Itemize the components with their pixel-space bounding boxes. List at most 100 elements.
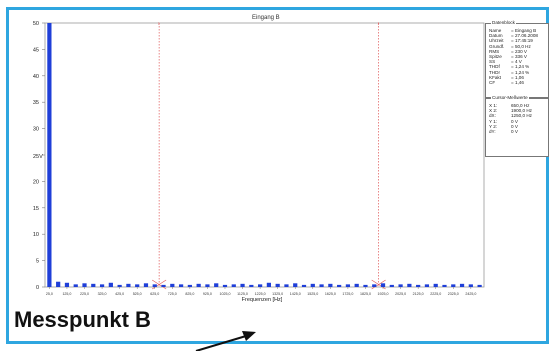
bar: [222, 284, 228, 287]
info-key: RMS: [489, 48, 500, 54]
y-tick-label: 35: [33, 100, 39, 106]
bar: [310, 283, 315, 287]
info-row: Uhrzeit = 17:45:19: [489, 38, 546, 43]
caption-text: Messpunkt B: [14, 307, 151, 332]
info-key: Y 1:: [489, 118, 498, 124]
x-tick-label: 925,0: [203, 292, 212, 296]
info-value: 0 V: [511, 129, 518, 135]
info-value: = 17:45:19: [511, 38, 533, 44]
x-tick-label: 1325,0: [272, 292, 283, 296]
bar: [170, 283, 175, 287]
info-key: dY:: [489, 129, 496, 135]
bar: [459, 283, 465, 287]
info-row: KFakt = 1,06: [489, 75, 546, 80]
info-row: Y 1: 0 V: [489, 119, 546, 124]
y-tick-label: 15: [33, 206, 39, 212]
info-value: = 1,46: [511, 80, 524, 86]
bar: [363, 284, 368, 287]
info-value: 0 V: [511, 123, 518, 129]
bar: [231, 284, 236, 287]
info-key: Spitze: [489, 54, 502, 60]
y-tick-label: 30: [33, 127, 39, 133]
info-row: SS = 4 V: [489, 59, 546, 64]
bar: [451, 284, 456, 287]
info-row: RMS = 230 V: [489, 49, 546, 54]
bar: [380, 283, 386, 287]
info-key: Datum: [489, 33, 503, 39]
cursor-measurements-header: Cursor-Meßwerte: [491, 95, 529, 101]
x-tick-label: 25,0: [46, 292, 53, 296]
bar: [152, 284, 157, 287]
info-value: 1900,0 Hz: [511, 108, 532, 114]
info-row: Name = Eingang B: [489, 28, 546, 33]
x-tick-label: 425,0: [115, 292, 124, 296]
info-value: = 27.06.2008: [511, 33, 538, 39]
info-row: Datum = 27.06.2008: [489, 33, 546, 38]
x-tick-label: 725,0: [168, 292, 177, 296]
bar: [161, 284, 166, 287]
cursor-measurements-panel: Cursor-Meßwerte X 1: 650,0 Hz X 2: 1900,0 H…: [485, 95, 549, 157]
bar: [275, 283, 280, 287]
cursor-marker-top: ↕: [377, 21, 380, 27]
bar: [47, 23, 52, 287]
bar: [442, 284, 447, 287]
info-value: = 4 V: [511, 59, 522, 65]
bar: [389, 284, 394, 287]
bar: [91, 283, 96, 287]
info-row: Spitze = 336 V: [489, 54, 546, 59]
chart-axes: [44, 22, 485, 288]
x-tick-label: 1925,0: [378, 292, 389, 296]
chart-title: Eingang B: [252, 15, 280, 21]
x-tick-label: 1525,0: [307, 292, 318, 296]
x-tick-label: 1425,0: [290, 292, 301, 296]
x-tick-label: 125,0: [62, 292, 71, 296]
info-row: dX: 1250,0 Hz: [489, 113, 546, 118]
cursor-marker-top: ↕: [158, 21, 161, 27]
datenblock-panel: Datenblock Name = Eingang B Datum = 27.06.2…: [485, 20, 549, 98]
bar: [319, 284, 324, 287]
plot-area: [44, 22, 485, 288]
info-key: SS: [489, 59, 496, 65]
bar: [293, 283, 298, 287]
y-axis-ticks: 0 5 10 15 20 30 35 40 45 50: [33, 21, 45, 291]
bar: [468, 284, 473, 287]
x-tick-label: 1825,0: [360, 292, 371, 296]
info-row: THDf = 1,24 %: [489, 64, 546, 69]
info-row: dY: 0 V: [489, 129, 546, 134]
info-key: Y 2:: [489, 123, 498, 129]
bar: [407, 283, 412, 287]
bar: [398, 284, 403, 287]
info-value: = 230 V: [511, 48, 527, 54]
y-unit-label: 25V: [33, 154, 43, 160]
y-tick-label: 50: [33, 21, 39, 27]
x-tick-label: 825,0: [185, 292, 194, 296]
datenblock-header: Datenblock: [491, 20, 516, 26]
info-key: KFakt: [489, 74, 501, 80]
bar: [301, 284, 307, 287]
bar: [328, 283, 333, 287]
x-tick-label: 525,0: [133, 292, 142, 296]
bar: [345, 284, 351, 287]
bar: [205, 284, 210, 287]
x-tick-label: 2225,0: [430, 292, 441, 296]
x-axis-label: Frequenzen [Hz]: [242, 297, 283, 303]
bar: [424, 284, 430, 287]
bar: [117, 284, 122, 287]
info-value: = 1,24 %: [511, 64, 530, 70]
x-tick-label: 2125,0: [413, 292, 424, 296]
bar: [126, 283, 131, 287]
bar: [187, 284, 192, 287]
bar: [337, 284, 342, 287]
x-tick-label: 625,0: [150, 292, 159, 296]
bar: [108, 282, 113, 287]
info-key: Uhrzeit: [489, 38, 504, 44]
y-tick-label: 10: [33, 232, 39, 238]
info-key: Grundf.: [489, 43, 505, 49]
info-key: THDf: [489, 64, 500, 70]
x-axis-ticks: 25,0 125,0 225,0 325,0 425,0 525,0 625,0 725,0 8…: [46, 287, 476, 296]
info-key: X 2:: [489, 108, 498, 114]
x-tick-label: 1725,0: [342, 292, 353, 296]
y-tick-label: 0: [36, 285, 39, 291]
x-tick-label: 2025,0: [395, 292, 406, 296]
bar: [82, 283, 87, 287]
